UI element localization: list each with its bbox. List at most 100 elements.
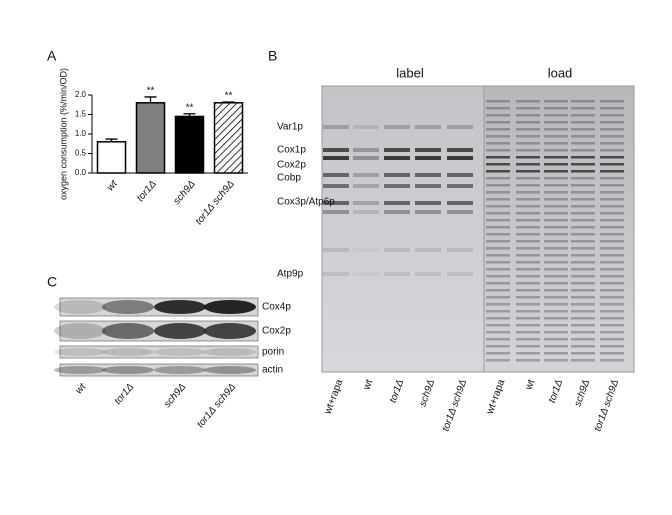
gel-band: [544, 212, 568, 215]
gel-image: [483, 85, 635, 373]
gel-band: [447, 210, 473, 214]
gel-band: [516, 107, 540, 110]
gel-band: [486, 296, 510, 299]
bar: [96, 141, 127, 174]
error-bar: [144, 96, 157, 103]
gel-band: [544, 275, 568, 278]
gel-band: [516, 268, 540, 271]
gel-band: [600, 310, 624, 313]
gel-band: [486, 128, 510, 131]
gel-band: [516, 177, 540, 180]
gel-band: [353, 173, 379, 177]
gel-band: [544, 107, 568, 110]
blot-band: [204, 348, 256, 356]
blot: [54, 297, 259, 377]
gel-lane-label: wt+rapa: [484, 378, 507, 417]
blot-band: [154, 366, 206, 374]
gel-band: [600, 149, 624, 152]
gel-band: [384, 156, 410, 160]
blot-row-label: actin: [262, 365, 283, 376]
gel-bands: [323, 100, 624, 362]
x-tick-label: tor1Δ: [135, 178, 159, 204]
gel-band: [486, 289, 510, 292]
gel-band: [571, 100, 595, 103]
gel-lane-label: sch9Δ: [417, 378, 437, 408]
y-tick-label: 1.0: [75, 129, 87, 138]
gel-band: [486, 282, 510, 285]
gel-band: [571, 233, 595, 236]
panel-letter: B: [268, 48, 277, 64]
gel-band: [415, 173, 441, 177]
blot-band: [204, 366, 256, 374]
gel-band: [571, 338, 595, 341]
gel-band: [544, 247, 568, 250]
blot-strip: [59, 363, 259, 377]
gel-band: [600, 226, 624, 229]
gel-band: [571, 121, 595, 124]
gel-band: [571, 261, 595, 264]
gel-band: [516, 135, 540, 138]
gel-header: label: [396, 65, 424, 80]
gel-band: [353, 272, 379, 276]
blot-strip: [59, 345, 259, 359]
gel-band: [571, 184, 595, 187]
y-tick-label: 0.0: [75, 168, 87, 177]
blot-band: [102, 366, 154, 374]
gel-band: [486, 156, 510, 159]
gel-band: [384, 210, 410, 214]
gel-band: [486, 100, 510, 103]
gel-band: [486, 142, 510, 145]
gel-lane-label: wt+rapa: [322, 378, 345, 417]
blot-band: [102, 348, 154, 356]
gel-band: [571, 282, 595, 285]
x-tick-label: sch9Δ: [171, 178, 198, 207]
gel-band: [323, 210, 349, 214]
gel-band: [516, 219, 540, 222]
gel-band: [571, 156, 595, 159]
gel-band: [486, 219, 510, 222]
significance-label: **: [147, 86, 155, 97]
gel-band: [600, 338, 624, 341]
gel-band: [600, 247, 624, 250]
gel-band: [384, 184, 410, 188]
gel-band: [447, 173, 473, 177]
gel-band: [600, 359, 624, 362]
gel-band: [447, 148, 473, 152]
x-tick-label: wt: [105, 178, 121, 194]
gel-band: [516, 345, 540, 348]
gel-band-label: Cox3p/Atp6p: [277, 197, 335, 208]
gel-band: [516, 254, 540, 257]
gel-band: [544, 198, 568, 201]
gel-band: [600, 135, 624, 138]
gel-band: [571, 135, 595, 138]
gel-band: [571, 163, 595, 166]
gel-band: [384, 125, 410, 129]
blot-band: [204, 300, 256, 314]
gel-band: [600, 352, 624, 355]
gel-band: [516, 289, 540, 292]
gel-band: [571, 142, 595, 145]
gel-band: [486, 191, 510, 194]
gel-band: [323, 201, 349, 205]
gel-band: [571, 254, 595, 257]
gel-band: [544, 142, 568, 145]
gel-band: [486, 338, 510, 341]
gel-lane-label: tor1Δ: [547, 378, 566, 405]
gel-band: [516, 303, 540, 306]
gel-band: [571, 331, 595, 334]
gel-lane-label: tor1Δ sch9Δ: [592, 378, 621, 433]
gel-band: [486, 184, 510, 187]
gel-band-label: Cox1p: [277, 145, 306, 156]
gel-band: [516, 359, 540, 362]
gel-band: [486, 331, 510, 334]
gel-band: [544, 149, 568, 152]
gel-band: [571, 219, 595, 222]
error-bar: [105, 138, 118, 142]
gel-band: [486, 121, 510, 124]
gel-band: [544, 177, 568, 180]
gel-band: [571, 212, 595, 215]
gel-band: [447, 248, 473, 252]
gel-band: [544, 261, 568, 264]
gel-band: [323, 148, 349, 152]
gel-band: [571, 205, 595, 208]
